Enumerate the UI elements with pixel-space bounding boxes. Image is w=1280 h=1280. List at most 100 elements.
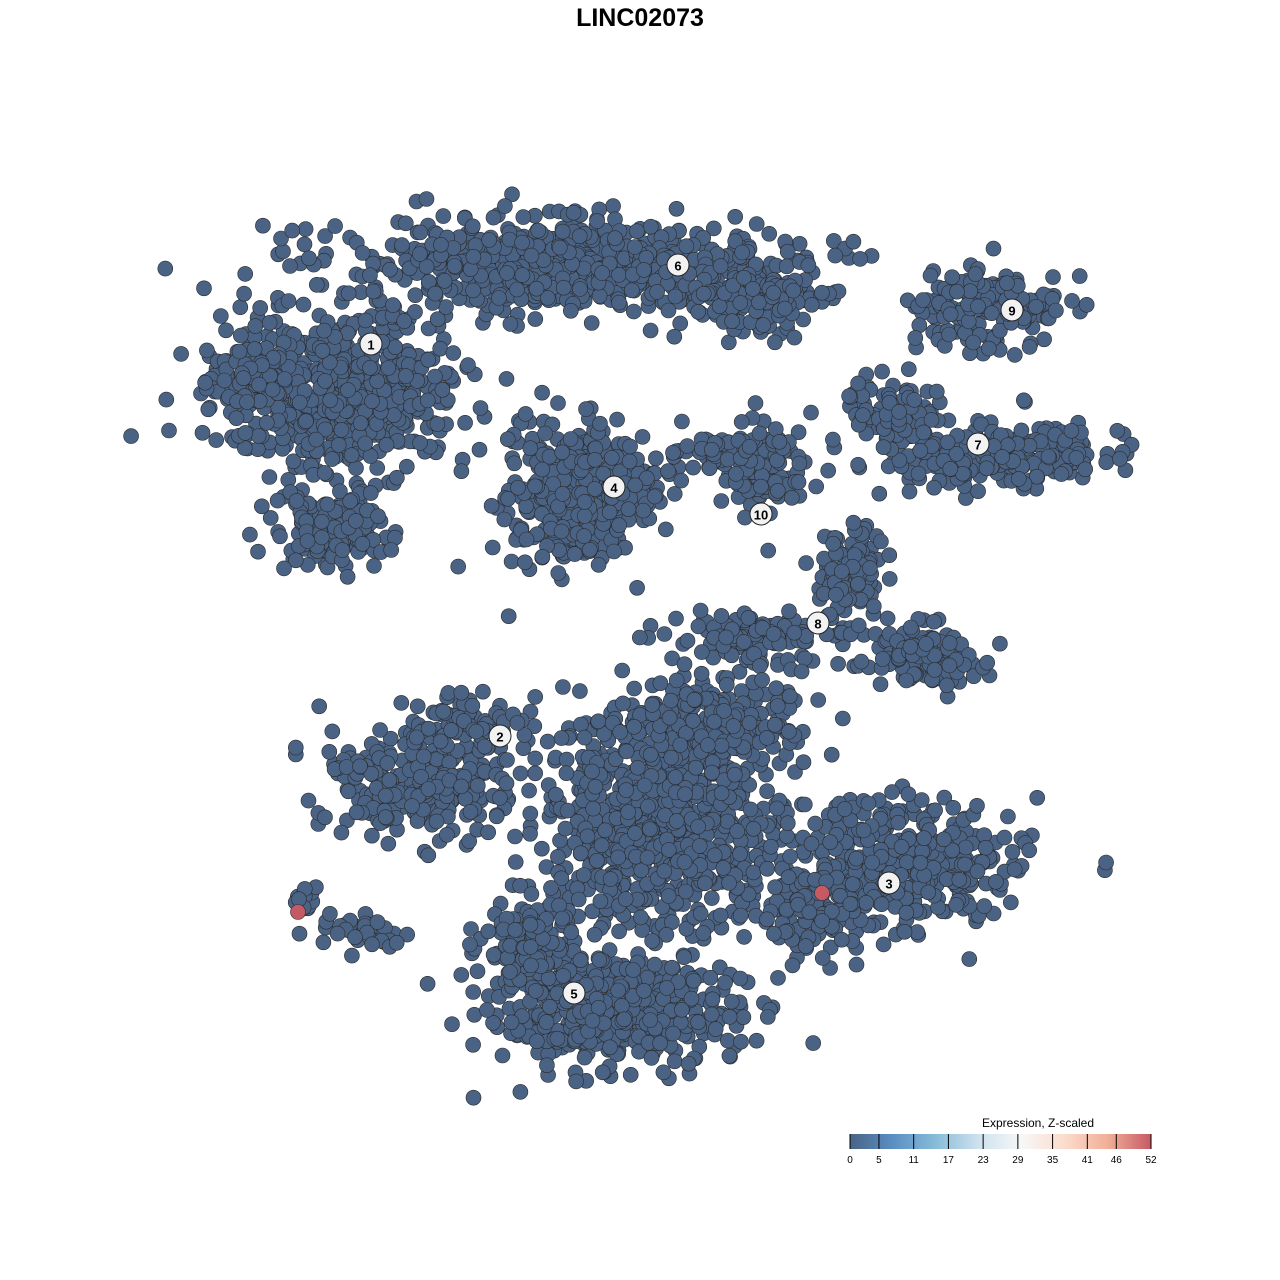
data-point	[301, 250, 317, 267]
data-point	[706, 847, 723, 864]
data-point	[412, 435, 428, 451]
data-point	[481, 232, 497, 248]
data-point	[1064, 293, 1080, 309]
data-point	[1028, 298, 1044, 315]
data-point	[627, 825, 643, 841]
data-point	[942, 461, 959, 477]
data-point	[640, 798, 656, 815]
data-point	[741, 438, 758, 455]
data-point	[759, 730, 775, 746]
data-point	[724, 313, 740, 330]
data-point	[926, 613, 942, 630]
data-point	[587, 451, 603, 468]
data-point	[515, 740, 532, 757]
data-point	[941, 657, 958, 674]
data-point	[453, 778, 470, 795]
data-point	[197, 374, 213, 391]
data-point	[557, 820, 574, 837]
data-point	[769, 698, 786, 714]
data-point	[1015, 392, 1032, 409]
data-point	[282, 258, 298, 274]
data-point	[759, 860, 776, 877]
data-point	[1098, 854, 1114, 871]
data-point	[602, 871, 619, 887]
data-point	[196, 280, 212, 297]
data-point	[443, 722, 460, 738]
data-point	[517, 406, 534, 422]
data-point	[554, 486, 571, 502]
data-point	[660, 888, 677, 904]
data-point	[262, 510, 279, 526]
data-point	[558, 751, 575, 768]
data-point	[629, 579, 645, 596]
data-point	[592, 415, 608, 432]
data-point	[497, 198, 513, 214]
data-point	[642, 322, 659, 339]
data-point	[509, 281, 525, 298]
data-point	[881, 571, 898, 587]
data-point	[922, 267, 939, 284]
data-point	[522, 440, 539, 457]
data-point	[996, 829, 1013, 846]
data-point	[620, 804, 637, 820]
data-point	[693, 665, 710, 682]
data-point	[609, 411, 625, 428]
data-point	[559, 802, 576, 819]
data-point	[672, 737, 689, 753]
data-point	[791, 455, 808, 472]
data-point	[534, 384, 550, 401]
data-point	[690, 818, 706, 835]
data-point	[261, 469, 278, 485]
data-point	[928, 383, 945, 400]
data-point	[755, 317, 772, 333]
data-point	[412, 224, 429, 241]
data-point	[398, 368, 414, 384]
data-point	[419, 392, 436, 409]
data-point	[776, 300, 793, 317]
data-point	[1010, 471, 1027, 487]
data-point	[666, 486, 683, 502]
data-point	[732, 907, 749, 924]
data-point	[668, 672, 685, 689]
data-point	[534, 461, 550, 478]
data-point	[725, 718, 742, 734]
data-point	[397, 215, 414, 232]
data-point	[629, 223, 645, 239]
data-point	[1053, 466, 1070, 482]
data-point	[614, 662, 631, 679]
data-point	[898, 672, 915, 689]
data-point	[317, 421, 334, 438]
data-point	[666, 328, 683, 345]
data-point	[677, 786, 693, 803]
data-point	[605, 198, 621, 214]
data-point	[726, 766, 743, 783]
data-point	[915, 424, 932, 441]
data-point	[372, 722, 388, 738]
data-point	[553, 730, 570, 746]
data-point	[232, 299, 249, 316]
data-point	[317, 373, 333, 389]
data-point	[907, 330, 924, 346]
data-point	[978, 460, 995, 477]
data-point	[394, 237, 410, 253]
data-point	[642, 746, 659, 763]
data-point	[352, 415, 369, 432]
data-point	[407, 287, 424, 304]
data-point	[626, 680, 643, 697]
data-point	[779, 243, 796, 260]
data-point	[357, 312, 374, 329]
data-point	[250, 543, 266, 560]
data-point	[852, 251, 868, 267]
data-point	[518, 531, 535, 548]
data-point	[587, 778, 604, 795]
data-point	[850, 456, 866, 473]
data-point	[690, 618, 707, 635]
data-point	[527, 689, 544, 705]
data-point	[258, 414, 275, 431]
data-point	[382, 261, 398, 278]
data-point	[781, 603, 797, 620]
data-point	[378, 436, 395, 453]
data-point	[679, 632, 696, 649]
data-point	[657, 521, 674, 538]
data-point	[660, 302, 677, 319]
